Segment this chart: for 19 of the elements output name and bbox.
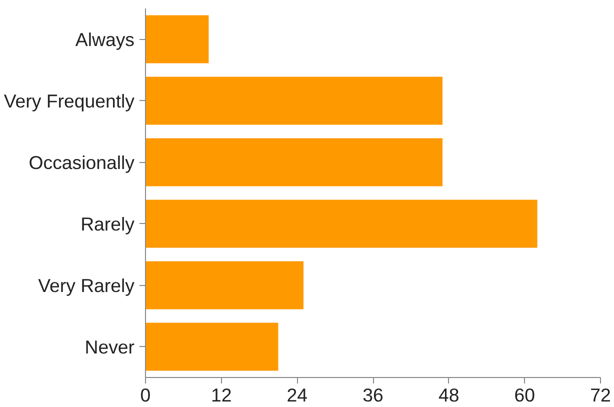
bar <box>146 138 443 186</box>
x-tick-label: 48 <box>438 384 460 406</box>
x-tick-label: 72 <box>590 384 611 406</box>
bar <box>146 15 209 64</box>
y-tick-label: Never <box>84 336 134 358</box>
y-tick-label: Very Rarely <box>38 274 136 296</box>
y-tick-label: Rarely <box>80 213 136 234</box>
x-tick-label: 24 <box>286 384 308 406</box>
bar <box>146 322 278 371</box>
y-tick-label: Always <box>75 28 134 50</box>
bar <box>146 76 443 125</box>
bar <box>146 200 538 248</box>
x-tick-label: 60 <box>514 384 536 406</box>
y-tick-label: Occasionally <box>28 152 136 173</box>
x-tick-label: 36 <box>362 384 384 406</box>
x-tick-label: 12 <box>210 384 232 406</box>
x-tick-label: 0 <box>140 384 151 406</box>
y-tick-label: Very Frequently <box>4 90 136 112</box>
bar <box>146 261 304 310</box>
